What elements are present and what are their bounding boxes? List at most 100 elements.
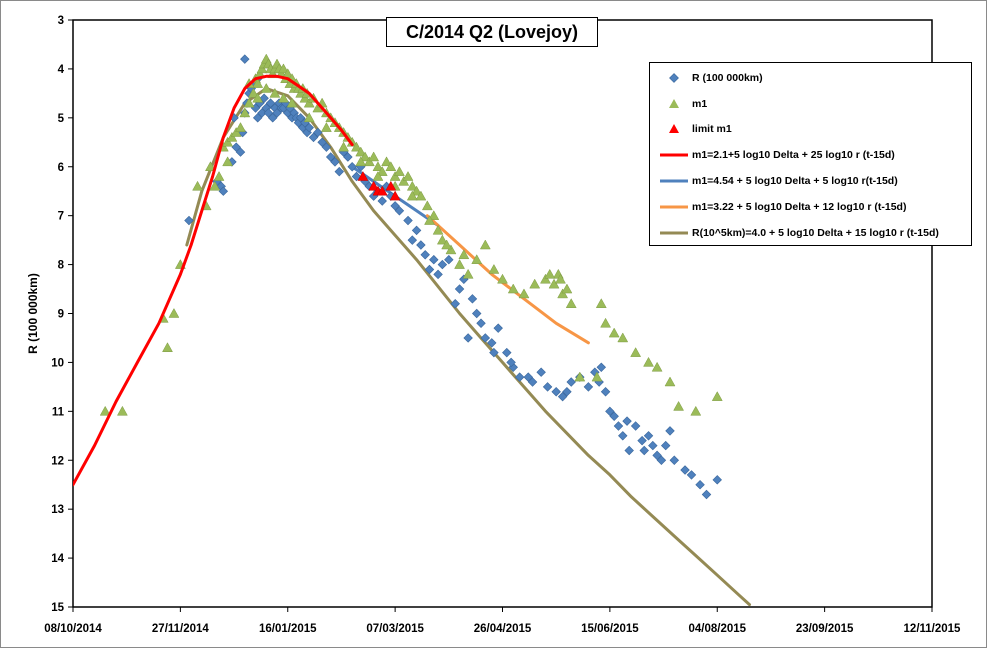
r-data-point	[259, 93, 269, 103]
r-data-point	[304, 122, 314, 133]
legend-item: m1=2.1+5 log10 Delta + 25 log10 r (t-15d…	[650, 142, 971, 168]
legend-label: m1=3.22 + 5 log10 Delta + 12 log10 r (t-…	[692, 200, 907, 213]
y-tick-label: 8	[58, 260, 65, 272]
legend-symbol	[658, 97, 690, 111]
m1-data-point	[385, 161, 397, 171]
y-axis-label: R (100 000km)	[26, 273, 40, 354]
r-data-point	[321, 142, 332, 152]
r-data-point	[660, 440, 671, 451]
m1-data-point	[99, 405, 111, 416]
legend-label: m1	[692, 97, 708, 110]
x-tick-label: 26/04/2015	[474, 623, 532, 635]
legend-item: m1	[650, 91, 971, 117]
r-data-point	[487, 338, 497, 348]
m1-data-point	[406, 180, 418, 191]
m1-data-point	[561, 283, 573, 294]
m1-data-point	[252, 78, 264, 88]
m1-data-point	[376, 166, 388, 176]
r-data-point	[639, 445, 649, 456]
y-tick-label: 7	[58, 211, 64, 223]
m1-data-point	[608, 327, 620, 338]
m1-data-point	[421, 200, 433, 211]
legend-item: R (100 000km)	[650, 65, 971, 91]
r-data-point	[622, 416, 632, 426]
m1-data-point	[411, 185, 423, 196]
r-data-point	[480, 333, 491, 343]
series-line-3	[73, 74, 354, 487]
r-data-point	[330, 157, 340, 167]
r-data-point	[605, 406, 615, 417]
m1-data-point	[428, 210, 440, 220]
r-data-point	[390, 201, 400, 211]
x-tick-label: 27/11/2014	[152, 623, 210, 635]
m1-data-point	[389, 171, 401, 181]
r-data-point	[630, 421, 641, 431]
m1-data-point	[497, 273, 508, 284]
m1-data-point	[445, 244, 457, 255]
m1-data-point	[651, 361, 663, 372]
m1-data-point	[247, 87, 259, 98]
m1-data-point	[372, 171, 384, 181]
r-data-point	[403, 215, 413, 226]
m1-data-point	[557, 288, 569, 299]
m1-data-point	[372, 161, 384, 171]
r-data-point	[489, 347, 499, 358]
x-tick-label: 16/01/2015	[259, 623, 317, 635]
r-data-point	[643, 431, 654, 441]
m1-data-point	[690, 405, 702, 416]
m1-data-point	[595, 298, 607, 308]
r-data-point	[325, 152, 336, 162]
r-data-point	[218, 186, 229, 196]
m1-data-point	[381, 156, 392, 167]
m1-data-point	[303, 97, 315, 108]
r-data-point	[272, 108, 282, 118]
r-data-point	[476, 318, 486, 329]
m1-data-point	[192, 180, 203, 191]
r-data-point	[343, 152, 353, 162]
r-data-point	[686, 470, 697, 480]
m1-data-point	[600, 317, 612, 328]
r-data-point	[450, 298, 460, 309]
m1-data-point	[116, 405, 128, 416]
m1-data-point	[591, 371, 603, 382]
m1-data-point	[617, 332, 629, 343]
legend-item: R(10^5km)=4.0 + 5 log10 Delta + 15 log10…	[650, 220, 971, 246]
m1-data-point	[479, 239, 491, 250]
r-data-point	[557, 391, 568, 402]
r-data-point	[252, 113, 263, 123]
m1-data-point	[260, 82, 272, 93]
legend-item: limit m1	[650, 117, 971, 143]
m1-data-point	[235, 122, 246, 132]
r-data-point	[493, 323, 503, 333]
r-data-point	[265, 98, 276, 108]
m1-data-point	[711, 391, 723, 401]
r-data-point	[313, 127, 323, 138]
legend-label: m1=4.54 + 5 log10 Delta + 5 log10 r(t-15…	[692, 175, 898, 188]
r-data-point	[334, 166, 345, 177]
chart-title-text: C/2014 Q2 (Lovejoy)	[405, 21, 579, 42]
r-data-point	[257, 108, 267, 118]
m1-data-point	[168, 307, 180, 318]
r-data-point	[416, 240, 426, 250]
m1-data-point	[239, 107, 251, 118]
r-data-point	[712, 475, 722, 485]
r-data-point	[424, 264, 435, 275]
r-data-point	[566, 377, 576, 387]
r-data-point	[618, 431, 628, 441]
r-data-point	[420, 250, 430, 260]
r-data-point	[637, 435, 647, 446]
m1-data-point	[424, 215, 435, 225]
r-data-point	[317, 137, 327, 148]
r-data-point	[467, 294, 478, 304]
r-data-point	[665, 426, 675, 436]
r-data-point	[596, 362, 607, 373]
r-data-point	[454, 284, 465, 294]
m1-data-point	[406, 190, 418, 201]
limit-m1-data-point	[368, 180, 380, 191]
x-tick-label: 07/03/2015	[366, 623, 424, 635]
x-tick-label: 04/08/2015	[688, 623, 746, 635]
m1-data-point	[488, 263, 500, 274]
y-tick-label: 3	[58, 15, 64, 27]
m1-data-point	[355, 146, 367, 157]
m1-data-point	[393, 166, 405, 176]
